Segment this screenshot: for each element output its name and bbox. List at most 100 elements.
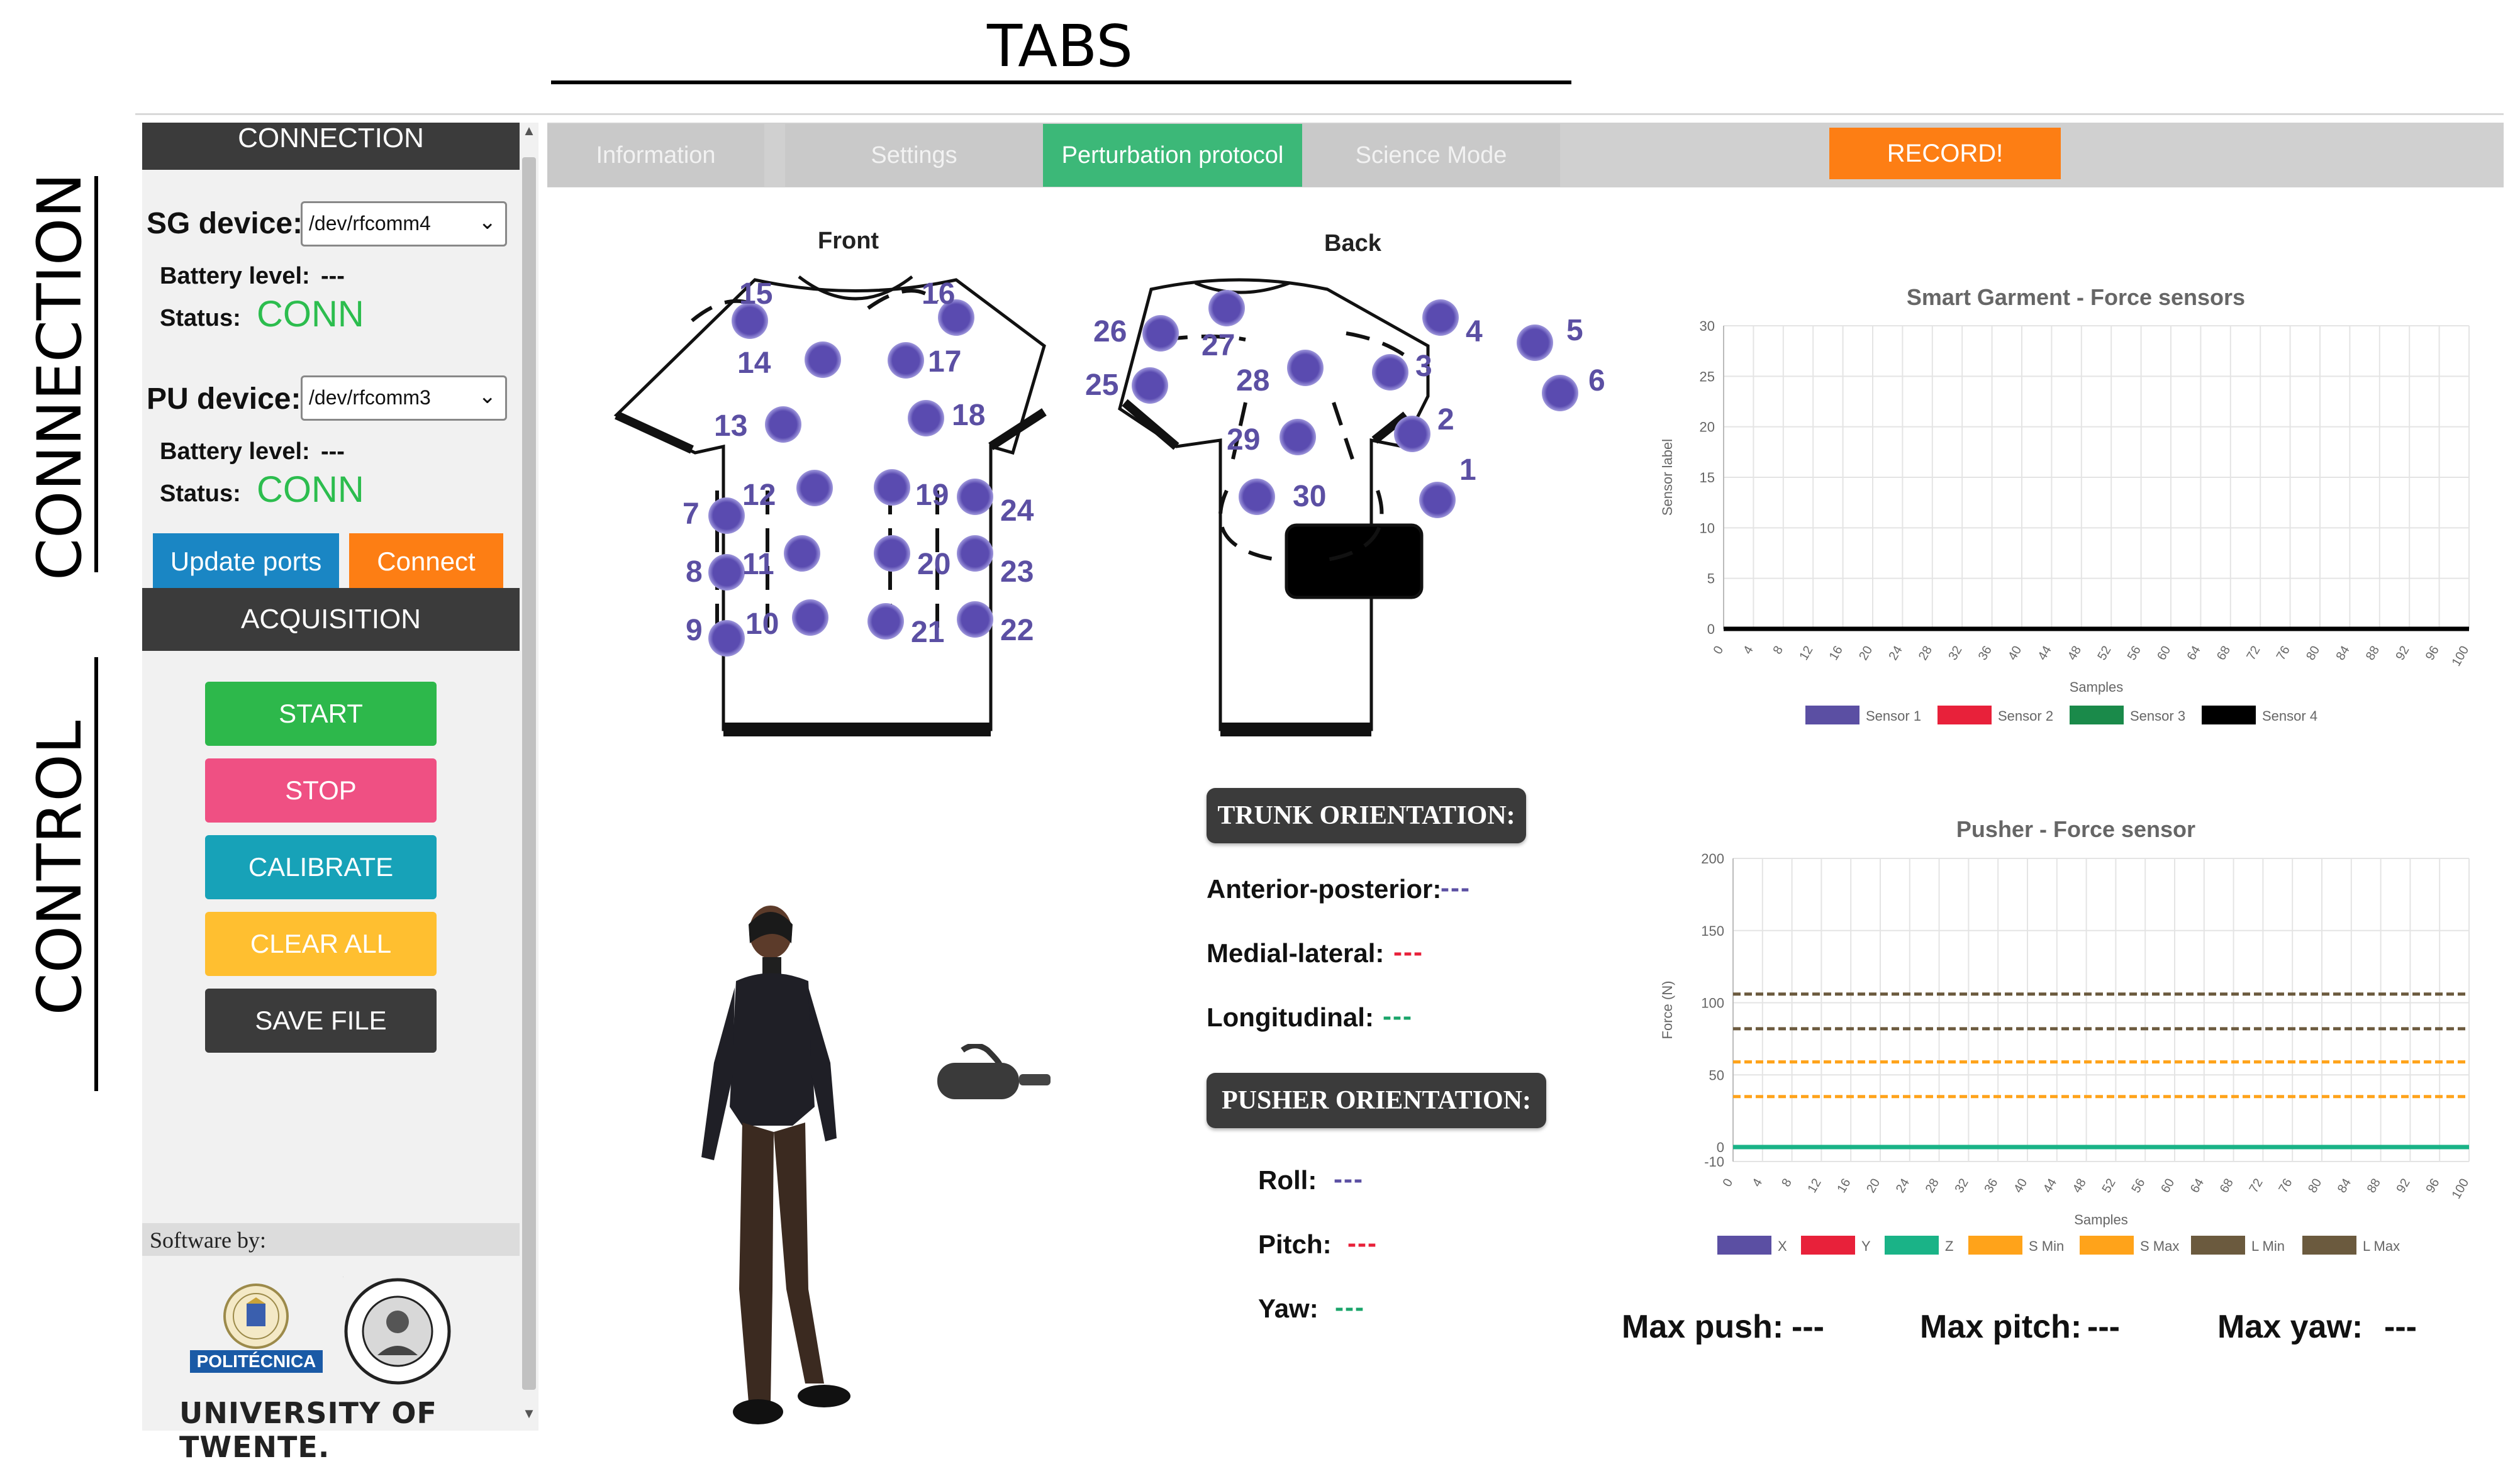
x-tick-label: 52 <box>2100 1177 2119 1195</box>
tab-science-mode[interactable]: Science Mode <box>1302 124 1560 187</box>
x-tick-label: 8 <box>1771 644 1787 657</box>
longitudinal-label: Longitudinal: <box>1207 1002 1374 1032</box>
x-tick-label: 96 <box>2423 644 2442 663</box>
sensor-dot-22 <box>957 601 993 638</box>
x-tick-label: 28 <box>1923 1177 1942 1195</box>
x-tick-label: 84 <box>2334 644 2353 663</box>
legend-label: Y <box>1861 1238 1871 1254</box>
sensor-number-6: 6 <box>1588 364 1605 397</box>
pu-device-select[interactable]: /dev/rfcomm3 ⌄ <box>301 375 507 421</box>
legend-label: Sensor 3 <box>2130 708 2185 724</box>
x-tick-label: 92 <box>2393 644 2412 663</box>
x-tick-label: 88 <box>2365 1177 2383 1195</box>
connection-annotation-line <box>94 176 98 572</box>
x-tick-label: 84 <box>2335 1177 2354 1195</box>
sg-device-value: /dev/rfcomm4 <box>309 212 431 235</box>
scroll-down-arrow[interactable]: ▼ <box>522 1406 536 1421</box>
max-yaw-value: --- <box>2384 1309 2417 1345</box>
tab-perturbation-protocol[interactable]: Perturbation protocol <box>1043 124 1302 187</box>
sg-device-select[interactable]: /dev/rfcomm4 ⌄ <box>301 201 507 247</box>
sensor-dot-26 <box>1142 315 1179 352</box>
sensor-dot-12 <box>796 470 833 506</box>
legend-swatch-s-max <box>2080 1236 2134 1255</box>
sensor-dot-11 <box>784 535 820 572</box>
x-tick-label: 0 <box>1720 1177 1736 1190</box>
x-tick-label: 24 <box>1893 1177 1912 1195</box>
sidebar-scrollbar[interactable]: ▲ ▼ <box>520 123 538 1431</box>
y-tick-label: 0 <box>1707 621 1715 637</box>
x-tick-label: 60 <box>2155 644 2173 663</box>
sensor-dot-24 <box>957 479 993 515</box>
sensor-number-5: 5 <box>1566 314 1583 347</box>
x-tick-label: 72 <box>2244 644 2263 663</box>
save-file-button[interactable]: SAVE FILE <box>205 989 437 1053</box>
politecnica-crest-icon <box>190 1284 323 1373</box>
x-tick-label: 48 <box>2065 644 2084 663</box>
tab-information[interactable]: Information <box>547 124 764 187</box>
anterior-posterior-value: --- <box>1441 873 1471 902</box>
clear-all-button[interactable]: CLEAR ALL <box>205 912 437 976</box>
y-tick-label: 5 <box>1707 571 1715 587</box>
x-tick-label: 68 <box>2214 644 2233 663</box>
connect-button[interactable]: Connect <box>349 533 503 590</box>
top-divider <box>135 113 2504 115</box>
sensor-dot-13 <box>765 406 801 443</box>
sensor-dot-17 <box>888 342 924 379</box>
y-tick-label: 10 <box>1700 520 1715 536</box>
max-pitch-value: --- <box>2087 1309 2120 1345</box>
pusher-device-icon <box>937 1044 1051 1099</box>
x-tick-label: 80 <box>2304 644 2322 663</box>
legend-swatch-l-max <box>2302 1236 2356 1255</box>
legend-label: L Min <box>2251 1238 2285 1254</box>
connection-header: CONNECTION <box>142 123 520 170</box>
yaw-value: --- <box>1335 1292 1365 1322</box>
x-tick-label: 88 <box>2363 644 2382 663</box>
sensor-dot-21 <box>867 603 904 640</box>
x-tick-label: 16 <box>1827 644 1846 663</box>
x-tick-label: 64 <box>2188 1177 2207 1195</box>
calibrate-button[interactable]: CALIBRATE <box>205 835 437 899</box>
stop-button[interactable]: STOP <box>205 758 437 823</box>
software-by-label: Software by: <box>150 1228 266 1253</box>
x-tick-label: 92 <box>2394 1177 2413 1195</box>
tshirt-drawings <box>613 275 1430 736</box>
sensor-number-20: 20 <box>917 548 951 581</box>
sensor-dot-30 <box>1239 479 1275 515</box>
legend-label: S Min <box>2029 1238 2064 1254</box>
roll-value: --- <box>1334 1164 1364 1194</box>
sensor-dot-5 <box>1517 324 1553 361</box>
x-tick-label: 76 <box>2276 1177 2295 1195</box>
tab-settings[interactable]: Settings <box>785 124 1043 187</box>
x-tick-label: 16 <box>1834 1177 1853 1195</box>
chevron-down-icon: ⌄ <box>478 384 497 408</box>
sensor-number-7: 7 <box>683 497 700 531</box>
sensor-number-13: 13 <box>714 409 748 443</box>
back-shirt <box>1118 278 1430 736</box>
sensor-dot-9 <box>708 620 745 657</box>
start-button[interactable]: START <box>205 682 437 746</box>
x-tick-label: 36 <box>1976 644 1995 663</box>
update-ports-button[interactable]: Update ports <box>153 533 339 590</box>
record-button[interactable]: RECORD! <box>1829 128 2061 179</box>
x-tick-label: 12 <box>1805 1177 1824 1195</box>
sensor-dot-15 <box>732 302 768 339</box>
sensor-number-4: 4 <box>1466 315 1483 348</box>
medial-lateral-label: Medial-lateral: <box>1207 938 1385 968</box>
sensor-number-24: 24 <box>1000 494 1034 528</box>
legend-swatch-x <box>1717 1236 1771 1255</box>
sensor-dot-1 <box>1419 482 1456 518</box>
x-tick-label: 60 <box>2158 1177 2177 1195</box>
anterior-posterior-label: Anterior-posterior: <box>1207 874 1442 904</box>
scrollbar-thumb[interactable] <box>522 157 536 1390</box>
legend-swatch-z <box>1885 1236 1939 1255</box>
trunk-orientation-header: TRUNK ORIENTATION: <box>1207 788 1526 843</box>
pu-battery-value: --- <box>321 438 345 465</box>
pitch-label: Pitch: <box>1258 1229 1332 1259</box>
sensor-dot-2 <box>1394 416 1430 452</box>
x-tick-label: 4 <box>1750 1177 1766 1190</box>
sg-battery-label: Battery level: <box>160 263 310 289</box>
sensor-number-8: 8 <box>686 555 703 589</box>
scroll-up-arrow[interactable]: ▲ <box>522 123 536 138</box>
